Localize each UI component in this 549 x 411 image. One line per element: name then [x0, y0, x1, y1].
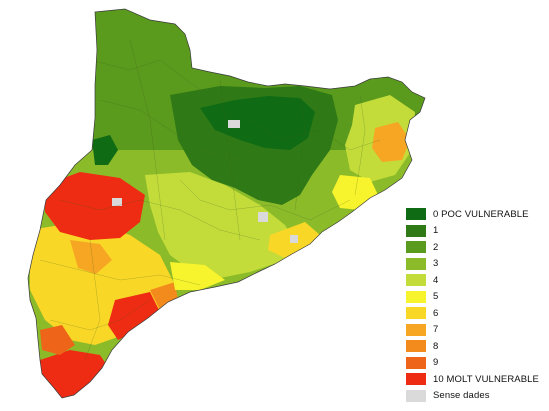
legend-item: 0 POC VULNERABLE — [406, 206, 546, 223]
legend-swatch — [406, 373, 426, 386]
legend-swatch — [406, 323, 426, 336]
no-data-area — [112, 198, 122, 206]
legend-swatch — [406, 356, 426, 369]
ebre-orange-region — [40, 325, 75, 355]
no-data-area — [372, 196, 382, 204]
map-legend: 0 POC VULNERABLE 1 2 3 4 5 6 7 8 9 10 MOLT VULNERA… — [406, 206, 546, 404]
legend-swatch — [406, 257, 426, 270]
legend-swatch — [406, 307, 426, 320]
legend-swatch — [406, 340, 426, 353]
legend-label: 9 — [433, 357, 439, 369]
legend-swatch — [406, 389, 426, 402]
legend-item: 10 MOLT VULNERABLE — [406, 371, 546, 388]
legend-label: 2 — [433, 241, 439, 253]
legend-item: Sense dades — [406, 388, 546, 405]
west-red-region — [45, 172, 145, 240]
legend-item: 5 — [406, 289, 546, 306]
legend-label: 6 — [433, 307, 439, 319]
central-dark-region — [200, 96, 315, 150]
no-data-area — [258, 212, 268, 222]
legend-swatch — [406, 224, 426, 237]
legend-item: 2 — [406, 239, 546, 256]
legend-label: 7 — [433, 324, 439, 336]
no-data-area — [290, 235, 298, 243]
west-orange-region — [70, 240, 112, 274]
legend-swatch — [406, 290, 426, 303]
legend-swatch — [406, 208, 426, 221]
tarragona-region — [170, 262, 225, 290]
municipal-boundaries — [39, 39, 381, 361]
legend-label: 0 POC VULNERABLE — [433, 208, 529, 220]
legend-label: 4 — [433, 274, 439, 286]
legend-item: 8 — [406, 338, 546, 355]
legend-label: 10 MOLT VULNERABLE — [433, 373, 539, 385]
legend-label: 1 — [433, 225, 439, 237]
legend-label: 8 — [433, 340, 439, 352]
legend-label: Sense dades — [433, 390, 490, 402]
legend-item: 1 — [406, 223, 546, 240]
no-data-area — [228, 120, 240, 128]
legend-swatch — [406, 241, 426, 254]
legend-item: 6 — [406, 305, 546, 322]
legend-item: 9 — [406, 355, 546, 372]
ebre-red-region — [40, 350, 110, 398]
legend-item: 7 — [406, 322, 546, 339]
south-red-region — [108, 292, 160, 340]
catalonia-outline — [27, 8, 426, 399]
legend-label: 5 — [433, 291, 439, 303]
northwest-dark-region — [92, 135, 118, 165]
central-region — [145, 172, 300, 278]
legend-item: 4 — [406, 272, 546, 289]
northeast-orange-region — [372, 122, 410, 162]
legend-item: 3 — [406, 256, 546, 273]
legend-label: 3 — [433, 258, 439, 270]
legend-swatch — [406, 274, 426, 287]
